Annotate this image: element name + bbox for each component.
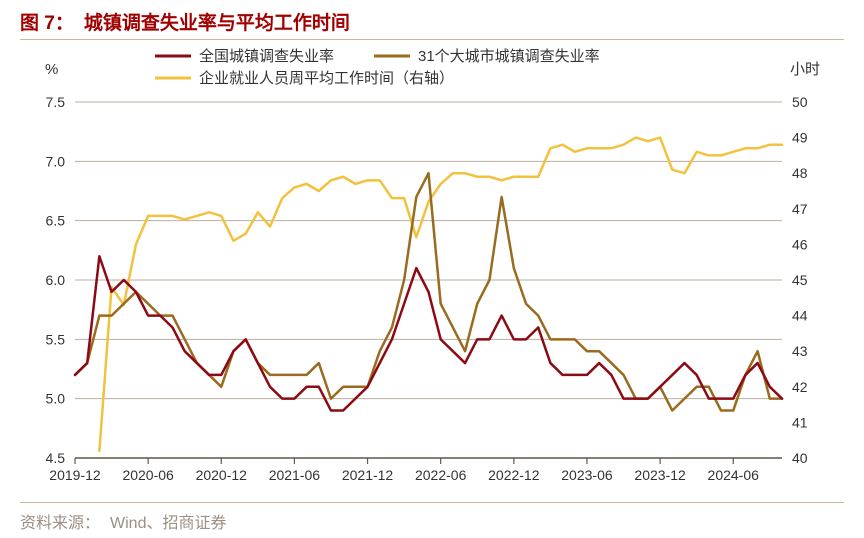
y-right-tick-label: 43 [792,343,808,359]
line-chart: 2019-12 2020-06 2020-12 2021-06 2021-12 2022-… [20,40,844,498]
y-left-tick-label: 7.0 [46,153,66,169]
y-left-tick-label: 7.5 [46,94,66,110]
x-tick-label: 2022-12 [488,467,540,483]
figure-title-text: 城镇调查失业率与平均工作时间 [84,8,350,35]
y-right-tick-label: 49 [792,130,808,146]
figure-title: 图 7： 城镇调查失业率与平均工作时间 [20,8,844,40]
right-axis-unit: 小时 [790,61,820,78]
x-tick-label: 2019-12 [49,467,101,483]
y-left-tick-label: 4.5 [46,450,66,466]
y-right-tick-label: 46 [792,236,808,252]
y-left-tick-label: 6.0 [46,272,66,288]
y-right-tick-label: 48 [792,165,808,181]
chart-area: 2019-12 2020-06 2020-12 2021-06 2021-12 2022-… [20,40,844,498]
legend-label: 企业就业人员周平均工作时间（右轴） [199,69,454,87]
y-right-tick-label: 42 [792,379,808,395]
source-label: 资料来源： [20,509,100,533]
x-tick-label: 2022-06 [415,467,467,483]
figure-source: 资料来源： Wind、招商证券 [20,502,844,537]
x-tick-label: 2020-12 [196,467,248,483]
source-text: Wind、招商证券 [110,509,226,533]
x-tick-label: 2023-06 [561,467,613,483]
y-right-tick-label: 45 [792,272,808,288]
y-right-tick-label: 41 [792,414,808,430]
figure-number: 图 7： [20,8,74,35]
x-tick-label: 2020-06 [122,467,174,483]
y-right-tick-label: 44 [792,308,808,324]
y-left-tick-label: 5.0 [46,391,66,407]
x-tick-label: 2021-12 [342,467,394,483]
y-left-tick-label: 5.5 [46,331,66,347]
legend: 全国城镇调查失业率 31个大城市城镇调查失业率企业就业人员周平均工作时间（右轴） [155,47,600,87]
x-tick-label: 2024-06 [708,467,760,483]
left-axis-unit: % [45,61,58,78]
legend-label: 全国城镇调查失业率 [199,47,334,65]
y-right-tick-label: 40 [792,450,808,466]
y-left-tick-label: 6.5 [46,213,66,229]
y-right-tick-label: 47 [792,201,808,217]
legend-label: 31个大城市城镇调查失业率 [418,48,600,65]
y-right-tick-label: 50 [792,94,808,110]
x-tick-label: 2021-06 [269,467,321,483]
x-tick-label: 2023-12 [634,467,686,483]
